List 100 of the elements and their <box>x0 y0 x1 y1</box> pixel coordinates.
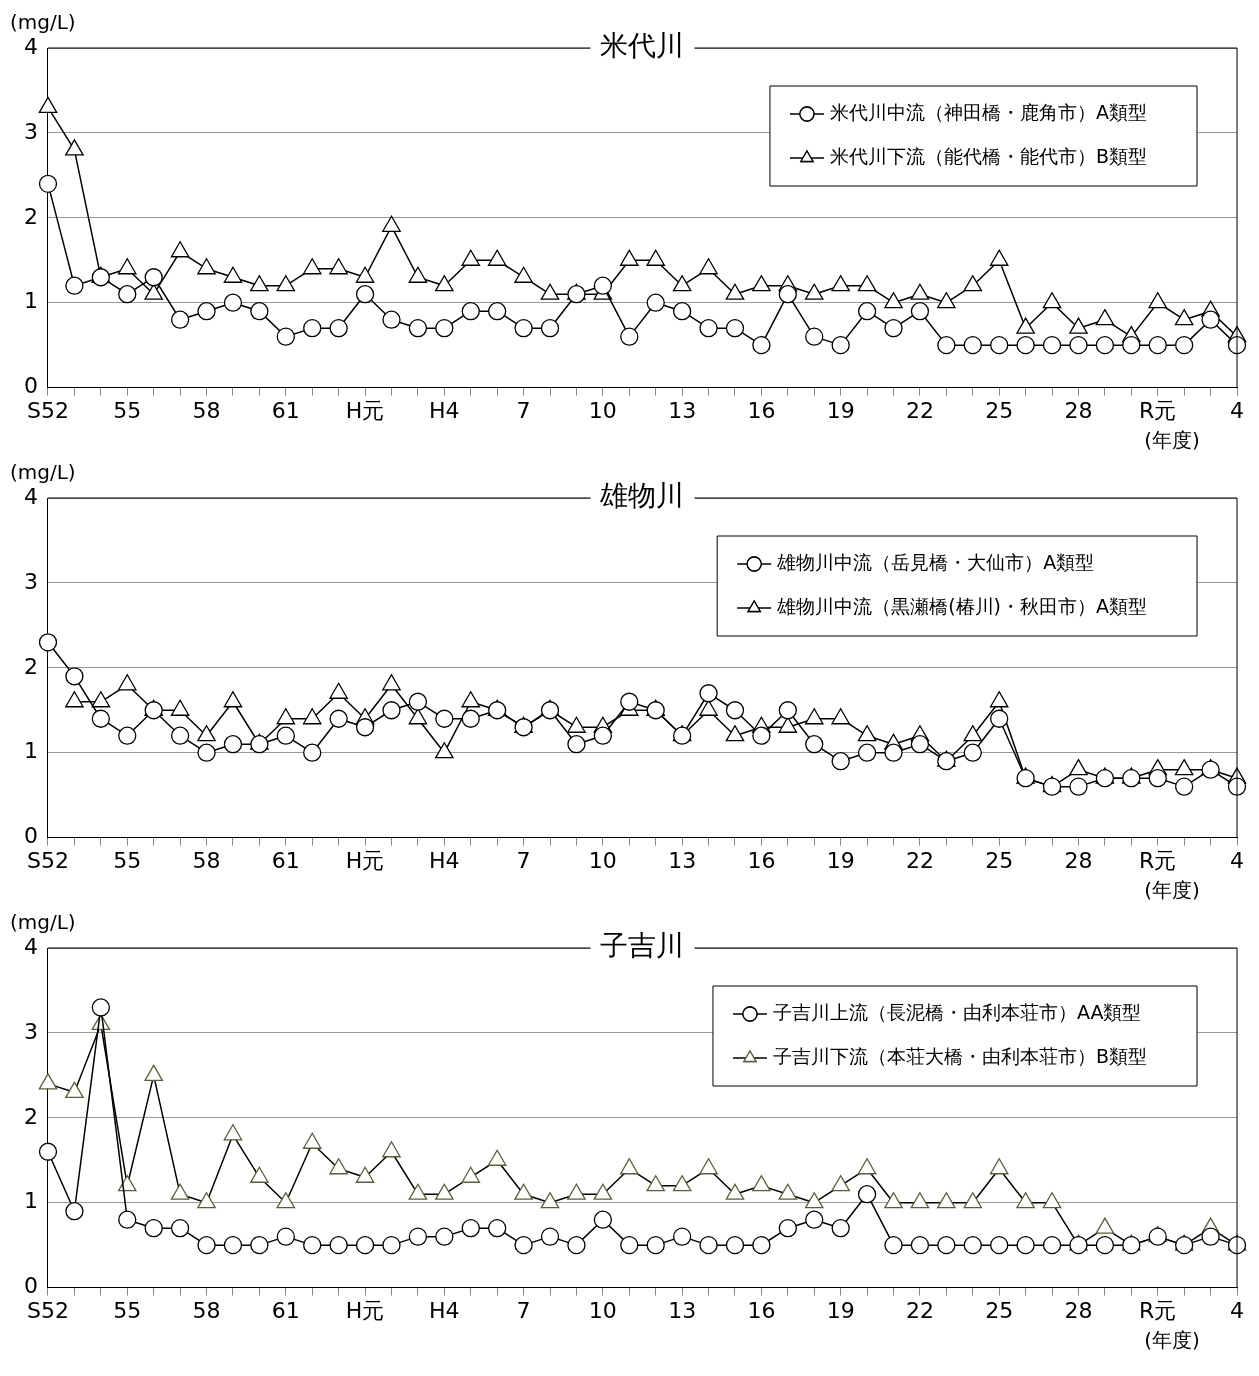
y-tick-label: 4 <box>24 933 38 959</box>
point <box>963 725 983 742</box>
point <box>461 709 480 728</box>
x-tick-label: 55 <box>113 1297 142 1323</box>
point <box>989 691 1009 708</box>
x-tick-label: S52 <box>27 397 69 423</box>
point <box>593 726 613 745</box>
x-tick-label: 58 <box>192 1297 221 1323</box>
point <box>408 692 428 711</box>
point <box>884 743 903 762</box>
point <box>805 735 824 754</box>
point <box>435 742 454 759</box>
point <box>91 691 111 708</box>
x-axis-title: (年度) <box>1144 878 1200 903</box>
x-tick-label: 7 <box>516 1297 531 1323</box>
point <box>223 691 243 708</box>
point <box>117 674 137 691</box>
point <box>725 725 745 742</box>
x-tick-label: 10 <box>588 1297 617 1323</box>
point <box>620 692 639 711</box>
point <box>276 726 295 745</box>
legend-label: 雄物川中流（黒瀬橋(椿川)・秋田市）A類型 <box>776 594 1148 617</box>
point <box>91 709 110 728</box>
point <box>382 701 401 720</box>
point <box>857 725 877 742</box>
y-tick-label: 0 <box>24 1273 38 1299</box>
x-tick-label: 10 <box>588 397 617 423</box>
y-tick-label: 1 <box>24 738 38 764</box>
point <box>646 701 665 720</box>
point <box>857 743 877 762</box>
x-tick-label: 28 <box>1064 1297 1093 1323</box>
x-tick-label: H元 <box>345 1297 385 1323</box>
x-tick-label: 61 <box>271 847 300 873</box>
point <box>1122 769 1141 788</box>
point <box>725 701 745 720</box>
x-tick-label: 10 <box>588 847 617 873</box>
point <box>540 701 560 720</box>
point <box>118 726 137 745</box>
point <box>223 735 243 754</box>
point <box>65 691 84 708</box>
x-tick-label: 19 <box>826 1297 855 1323</box>
x-tick-label: 4 <box>1230 397 1244 423</box>
legend-label: 雄物川中流（岳見橋・大仙市）A類型 <box>776 550 1095 573</box>
legend-label: 子吉川下流（本荘大橋・由利本荘市）B類型 <box>772 1044 1148 1067</box>
point <box>1095 769 1115 788</box>
x-tick-label: 22 <box>905 1297 934 1323</box>
x-tick-label: 55 <box>113 397 142 423</box>
point <box>514 718 533 737</box>
y-tick-label: 0 <box>24 823 38 849</box>
x-tick-label: 22 <box>905 397 934 423</box>
x-tick-label: 13 <box>668 1297 697 1323</box>
point <box>937 752 956 771</box>
point <box>963 743 982 762</box>
y-tick-label: 2 <box>24 1103 38 1129</box>
y-tick-label: 2 <box>24 203 38 229</box>
point <box>197 725 216 742</box>
point <box>38 633 58 652</box>
point <box>1069 777 1088 796</box>
x-tick-label: R元 <box>1139 1297 1177 1323</box>
x-tick-label: R元 <box>1139 847 1177 873</box>
y-axis-title: (mg/L) <box>10 910 76 935</box>
x-tick-label: 7 <box>516 847 531 873</box>
y-tick-label: 3 <box>24 1018 38 1044</box>
x-tick-label: 61 <box>271 1297 300 1323</box>
x-tick-label: 4 <box>1230 1297 1244 1323</box>
y-tick-label: 1 <box>24 288 38 314</box>
x-tick-label: 61 <box>271 397 300 423</box>
y-tick-label: 3 <box>24 118 38 144</box>
x-tick-label: S52 <box>27 847 69 873</box>
point <box>303 743 322 762</box>
point <box>144 701 163 720</box>
legend-label: 米代川中流（神田橋・鹿角市）A類型 <box>829 100 1147 123</box>
point <box>778 701 797 720</box>
x-tick-label: 19 <box>826 397 855 423</box>
x-tick-label: R元 <box>1139 397 1177 423</box>
x-tick-label: 55 <box>113 847 142 873</box>
x-tick-label: 19 <box>826 847 855 873</box>
point <box>804 708 824 725</box>
x-tick-label: 28 <box>1064 397 1093 423</box>
x-tick-label: 28 <box>1064 847 1093 873</box>
x-axis-title: (年度) <box>1144 428 1200 453</box>
point <box>461 691 481 708</box>
y-tick-label: 4 <box>24 483 38 509</box>
x-tick-label: 58 <box>192 397 221 423</box>
point <box>197 743 216 762</box>
x-tick-label: H4 <box>429 397 460 423</box>
point <box>170 726 190 745</box>
point <box>488 701 507 720</box>
point <box>567 716 586 733</box>
point <box>699 684 718 703</box>
point <box>990 709 1009 728</box>
x-tick-label: 58 <box>192 847 221 873</box>
point <box>170 699 190 716</box>
point <box>355 718 375 737</box>
x-tick-label: 22 <box>905 847 934 873</box>
point <box>752 726 771 745</box>
x-tick-label: 13 <box>668 847 697 873</box>
y-tick-label: 2 <box>24 653 38 679</box>
point <box>1148 769 1167 788</box>
x-tick-label: 25 <box>985 847 1014 873</box>
